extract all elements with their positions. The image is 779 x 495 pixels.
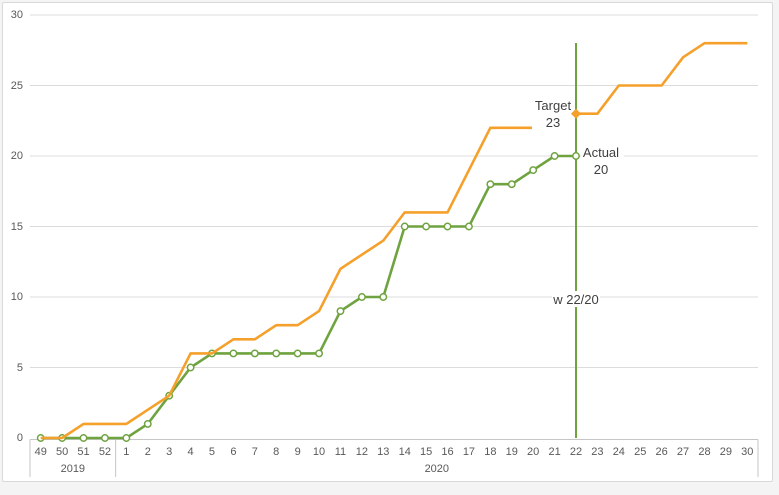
x-axis-label-w26: 26 [655,446,668,458]
y-axis-label-20: 20 [10,150,23,162]
actual-marker [315,349,324,358]
x-axis-label-w15: 15 [419,446,433,458]
x-axis-label-w51: 51 [77,446,90,458]
y-axis-label-30: 30 [10,9,23,21]
x-axis-label-w1: 1 [123,446,130,458]
target-label-title: Target [534,98,572,113]
actual-marker [250,349,259,358]
actual-label-title: Actual [582,145,620,160]
actual-marker [336,307,345,316]
x-axis-label-w29: 29 [719,446,732,458]
x-axis-label-w9: 9 [294,446,301,458]
y-axis-label-5: 5 [16,361,23,374]
y-axis-label-25: 25 [10,79,23,92]
actual-marker [186,363,195,372]
actual-marker [79,434,88,442]
x-axis-label-w8: 8 [273,446,280,458]
actual-marker [100,434,109,442]
actual-label-bg [581,143,624,179]
x-axis-label-w24: 24 [612,446,625,458]
x-axis-label-w5: 5 [208,446,216,458]
target-data-label: Target 23 [531,97,575,131]
target-diamond-marker [571,108,581,119]
x-axis-label-w27: 27 [676,446,690,458]
actual-marker [379,293,388,301]
x-axis-label-w11: 11 [334,446,347,458]
actual-label-value: 20 [593,162,609,177]
y-axis-label-15: 15 [10,220,23,233]
year-label-2020: 2020 [424,463,450,475]
actual-marker [572,152,580,160]
year-label-2019: 2019 [60,463,86,475]
x-axis-label-w7: 7 [251,446,258,458]
current-week-label: w 22/20 [553,292,599,307]
x-axis-label-w50: 50 [55,446,69,458]
x-axis-label-w21: 21 [548,446,561,458]
x-axis-label-w14: 14 [398,446,411,458]
x-axis-label-w2: 2 [144,446,151,458]
x-axis-label-w28: 28 [698,446,711,458]
target-label-value: 23 [545,115,561,130]
y-axis-label-0: 0 [16,432,23,444]
actual-marker [357,293,366,301]
x-axis-label-w3: 3 [166,446,173,458]
actual-marker [293,349,302,358]
week-label-bg [552,291,600,307]
x-axis-label-w52: 52 [98,446,112,458]
actual-marker [464,222,473,231]
x-axis-label-w12: 12 [355,446,368,458]
x-axis-label-w19: 19 [505,446,518,458]
actual-marker [400,222,409,231]
actual-marker [550,152,559,160]
x-axis-label-w16: 16 [441,446,454,458]
target-label-bg [532,96,574,133]
x-axis-label-w22: 22 [569,446,583,458]
actual-series-line [40,154,576,440]
actual-data-label: Actual 20 [578,144,624,178]
x-axis-label-w10: 10 [312,446,326,458]
actual-marker [443,222,452,231]
actual-marker [143,419,152,428]
actual-marker [486,180,495,189]
x-axis-label-w20: 20 [527,446,540,458]
x-axis-label-w4: 4 [187,446,194,458]
target-series-line [40,41,748,440]
x-axis-label-w23: 23 [591,446,604,458]
x-axis-label-w25: 25 [634,446,647,458]
x-axis-label-w17: 17 [462,446,476,458]
actual-marker [122,434,131,442]
x-axis-label-w49: 49 [34,446,47,458]
actual-marker [272,349,281,358]
x-axis-label-w18: 18 [484,446,497,458]
y-axis-label-10: 10 [10,291,23,303]
x-axis-label-w30: 30 [741,446,754,458]
chart-frame [2,2,773,482]
actual-marker [229,349,238,358]
actual-marker [422,222,431,231]
x-axis-label-w13: 13 [377,446,390,458]
x-axis-label-w6: 6 [230,446,237,458]
actual-marker [507,180,516,189]
actual-marker [529,166,538,175]
